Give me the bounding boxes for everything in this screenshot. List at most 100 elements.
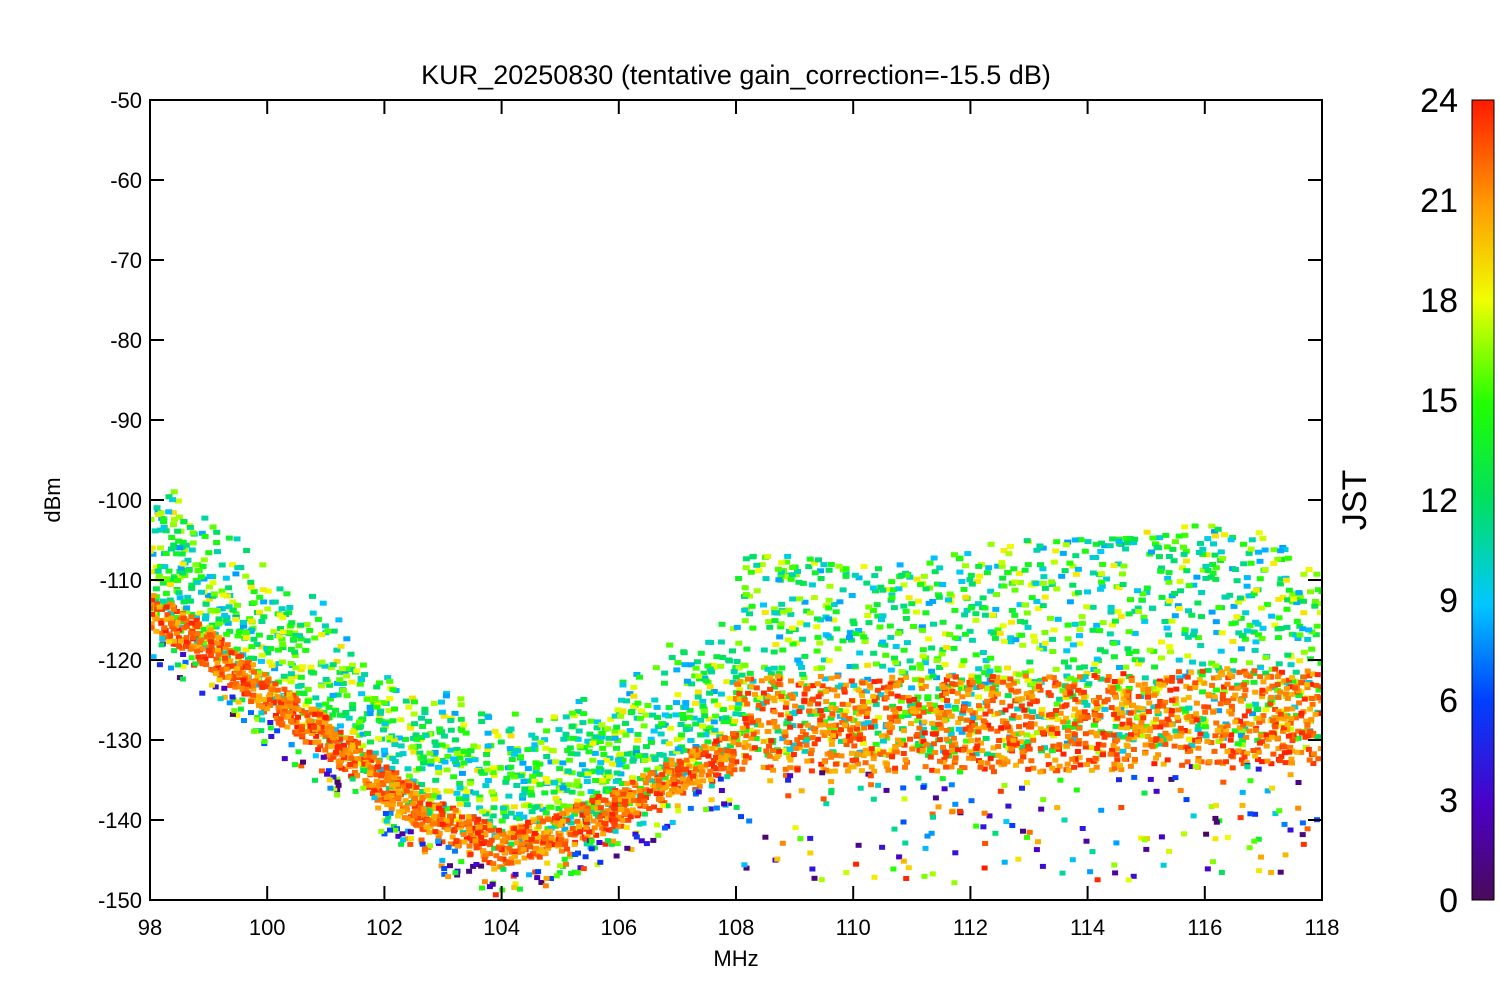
data-point — [531, 779, 539, 785]
data-point — [193, 617, 200, 623]
data-point — [735, 576, 743, 581]
data-point — [1127, 710, 1134, 716]
data-point — [1316, 610, 1322, 616]
data-point — [996, 738, 1003, 743]
data-point — [1219, 692, 1226, 697]
data-point — [295, 714, 301, 720]
data-point — [1099, 620, 1107, 626]
data-point — [683, 781, 689, 787]
data-point — [266, 659, 274, 665]
data-point — [832, 727, 840, 733]
data-point — [1119, 734, 1127, 740]
data-point — [831, 687, 838, 693]
data-point — [562, 714, 570, 720]
data-point — [170, 542, 178, 548]
data-point — [1017, 758, 1024, 764]
data-point — [463, 802, 471, 808]
data-point — [1037, 746, 1044, 751]
data-point — [431, 821, 438, 827]
data-point — [1288, 756, 1295, 762]
data-point — [1304, 636, 1312, 642]
data-point — [914, 742, 922, 748]
data-point — [1069, 756, 1076, 762]
data-point — [155, 573, 163, 579]
data-point — [829, 702, 837, 708]
data-point — [895, 737, 901, 743]
data-point — [801, 748, 809, 754]
data-point — [258, 644, 266, 650]
data-point — [261, 680, 268, 686]
data-point — [769, 679, 776, 685]
data-point — [1078, 714, 1085, 720]
data-point — [805, 564, 813, 570]
data-point — [223, 617, 231, 623]
data-point — [632, 750, 640, 756]
data-point — [666, 791, 673, 797]
data-point — [888, 592, 896, 598]
data-point — [566, 803, 574, 809]
data-point — [1074, 713, 1081, 719]
data-point — [541, 790, 549, 796]
data-point — [190, 635, 197, 640]
data-point — [1299, 730, 1305, 736]
data-point — [1071, 621, 1079, 627]
data-point — [528, 836, 535, 842]
data-point — [1252, 639, 1260, 645]
data-point — [1107, 609, 1115, 615]
data-point — [1237, 718, 1244, 724]
data-point — [689, 764, 697, 770]
data-point — [1284, 722, 1291, 728]
data-point — [683, 770, 691, 776]
data-point — [271, 666, 279, 672]
data-point — [322, 732, 329, 738]
data-point — [806, 556, 814, 562]
data-point — [447, 727, 455, 733]
data-point — [1093, 622, 1101, 628]
data-point — [918, 677, 925, 683]
data-point — [252, 695, 259, 701]
data-point — [948, 713, 955, 719]
data-point — [265, 694, 272, 700]
data-point — [235, 675, 242, 680]
data-point — [967, 707, 974, 713]
data-point — [206, 596, 214, 602]
data-point — [570, 713, 578, 719]
data-point — [850, 682, 858, 688]
data-point — [292, 632, 300, 638]
data-point — [913, 576, 921, 582]
data-point — [987, 541, 995, 547]
data-point — [579, 802, 586, 808]
data-point — [654, 724, 662, 730]
data-point — [355, 760, 363, 766]
data-point — [916, 725, 923, 731]
data-point — [950, 735, 957, 741]
data-point — [1048, 579, 1056, 585]
data-point — [1026, 659, 1034, 665]
data-point — [1119, 582, 1127, 587]
data-point — [585, 749, 593, 755]
data-point — [902, 616, 910, 621]
data-point — [196, 610, 204, 616]
data-point — [593, 806, 600, 811]
data-point — [1309, 701, 1316, 707]
data-point — [629, 775, 636, 781]
data-point — [292, 674, 300, 680]
data-point — [411, 721, 419, 727]
data-point — [202, 601, 210, 607]
data-point — [327, 665, 335, 671]
data-point — [716, 731, 724, 737]
data-point — [436, 726, 444, 732]
data-point — [889, 674, 896, 680]
data-point — [1002, 707, 1009, 713]
data-point — [969, 680, 976, 686]
data-point — [707, 768, 714, 774]
data-point — [1076, 633, 1083, 639]
data-point — [1036, 684, 1042, 689]
data-point — [205, 550, 213, 556]
data-point — [741, 744, 748, 750]
data-point — [1007, 728, 1014, 734]
data-point — [692, 744, 700, 749]
data-point — [1125, 689, 1132, 695]
data-point — [589, 740, 597, 746]
data-point — [439, 821, 446, 827]
